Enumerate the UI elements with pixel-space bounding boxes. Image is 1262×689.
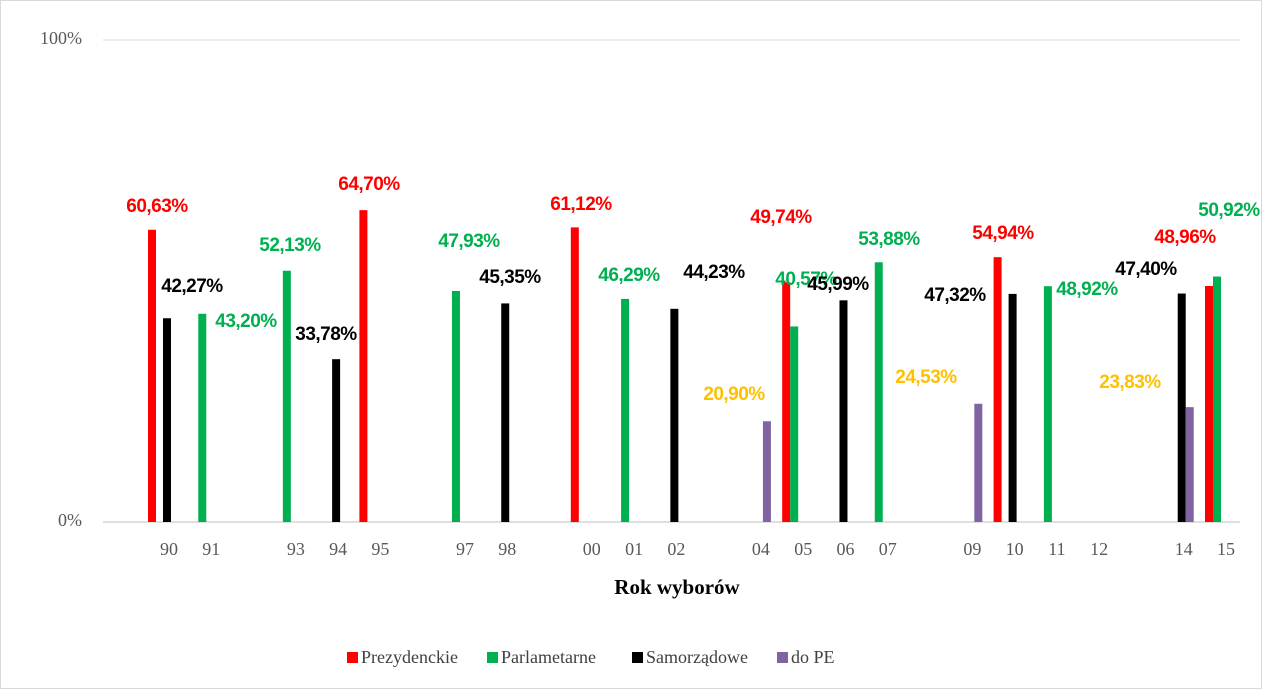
bar	[670, 308, 679, 522]
x-tick-label: 04	[752, 539, 770, 559]
data-label: 46,29%	[598, 265, 660, 286]
x-tick-label: 09	[963, 539, 981, 559]
data-label: 45,35%	[479, 267, 541, 288]
data-label: 44,23%	[683, 262, 745, 283]
y-tick-label: 100%	[40, 28, 82, 48]
x-tick-label: 14	[1175, 539, 1193, 559]
bar	[1185, 407, 1194, 522]
bar	[198, 313, 207, 522]
data-label: 52,13%	[259, 235, 321, 256]
data-label: 53,88%	[858, 229, 920, 250]
x-tick-label: 01	[625, 539, 643, 559]
data-label: 50,92%	[1198, 200, 1260, 221]
bar	[282, 270, 291, 522]
data-label: 23,83%	[1099, 372, 1161, 393]
legend-swatch	[632, 652, 643, 663]
x-tick-label: 15	[1217, 539, 1235, 559]
x-tick-label: 06	[836, 539, 854, 559]
x-tick-label: 91	[202, 539, 220, 559]
data-label: 47,32%	[924, 285, 986, 306]
bar	[1177, 293, 1186, 522]
x-tick-label: 93	[287, 539, 305, 559]
data-label: 24,53%	[895, 367, 957, 388]
bar	[621, 298, 630, 522]
data-label: 42,27%	[161, 276, 223, 297]
bar	[762, 421, 771, 522]
data-label: 45,99%	[807, 274, 869, 295]
bar	[332, 359, 341, 522]
legend-swatch	[777, 652, 788, 663]
legend-label: Parlametarne	[501, 647, 596, 667]
x-tick-label: 10	[1006, 539, 1024, 559]
x-tick-label: 05	[794, 539, 812, 559]
data-label: 33,78%	[295, 324, 357, 345]
data-label: 43,20%	[215, 311, 277, 332]
x-tick-label: 07	[879, 539, 897, 559]
bar	[163, 318, 171, 522]
data-label: 40,57%	[775, 269, 837, 290]
legend-label: Samorządowe	[646, 647, 748, 667]
bar	[839, 300, 848, 522]
x-tick-label: 94	[329, 539, 347, 559]
data-label: 61,12%	[550, 194, 612, 215]
bar	[790, 326, 799, 522]
data-label: 49,74%	[750, 207, 812, 228]
data-label: 54,94%	[972, 223, 1034, 244]
bar	[501, 303, 510, 522]
data-label: 20,90%	[703, 384, 765, 405]
data-label: 64,70%	[338, 174, 400, 195]
x-tick-label: 98	[498, 539, 516, 559]
bar	[974, 403, 983, 522]
bar	[570, 227, 579, 522]
legend-label: Prezydenckie	[361, 647, 458, 667]
bar	[1008, 293, 1017, 522]
data-label: 47,93%	[438, 231, 500, 252]
legend-swatch	[487, 652, 498, 663]
legend-swatch	[347, 652, 358, 663]
bar	[993, 257, 1002, 522]
bar	[1043, 286, 1052, 522]
x-tick-label: 00	[583, 539, 601, 559]
bar	[874, 262, 883, 522]
data-label: 48,96%	[1154, 227, 1216, 248]
data-label: 48,92%	[1056, 279, 1118, 300]
bar	[148, 229, 156, 522]
x-tick-label: 95	[371, 539, 389, 559]
x-tick-label: 02	[667, 539, 685, 559]
bar	[782, 282, 791, 522]
data-label: 60,63%	[126, 196, 188, 217]
x-tick-label: 97	[456, 539, 474, 559]
bar	[451, 290, 460, 522]
x-tick-label: 11	[1048, 539, 1065, 559]
y-tick-label: 0%	[58, 510, 82, 530]
legend-label: do PE	[791, 647, 835, 667]
bar	[1205, 286, 1213, 522]
x-axis-title: Rok wyborów	[614, 575, 740, 599]
bar	[1213, 276, 1221, 522]
bar	[359, 210, 368, 522]
data-label: 47,40%	[1115, 259, 1177, 280]
x-tick-label: 12	[1090, 539, 1108, 559]
x-tick-label: 90	[160, 539, 178, 559]
